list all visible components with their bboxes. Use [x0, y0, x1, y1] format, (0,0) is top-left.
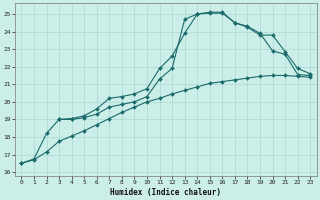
X-axis label: Humidex (Indice chaleur): Humidex (Indice chaleur) — [110, 188, 221, 197]
